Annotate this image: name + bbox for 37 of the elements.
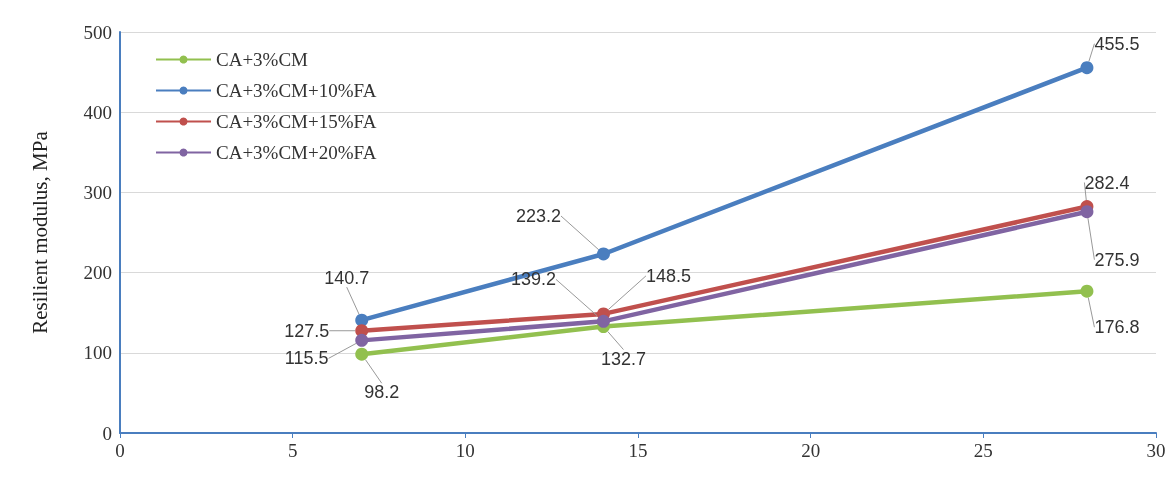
data-label: 176.8 <box>1094 317 1140 338</box>
x-tick-label: 20 <box>801 440 821 461</box>
point <box>1080 284 1094 298</box>
data-label: 139.2 <box>510 269 556 290</box>
y-tick-label: 300 <box>83 181 112 203</box>
data-label: 98.2 <box>364 382 400 403</box>
data-label: 140.7 <box>324 268 370 289</box>
data-label: 115.5 <box>284 348 329 369</box>
point <box>355 347 369 361</box>
x-tick-label: 10 <box>455 440 475 461</box>
legend-label: CA+3%CM+20%FA <box>216 142 377 163</box>
y-tick-label: 400 <box>83 101 112 123</box>
y-tick-label: 100 <box>83 342 112 364</box>
x-tick-label: 0 <box>115 440 125 461</box>
data-label: 275.9 <box>1094 249 1140 270</box>
data-label: 455.5 <box>1094 33 1140 54</box>
data-label: 148.5 <box>645 265 691 286</box>
data-label: 282.4 <box>1084 172 1130 193</box>
y-tick-label: 200 <box>83 262 112 284</box>
point <box>596 247 610 261</box>
y-tick-label: 500 <box>83 21 112 43</box>
y-tick-label: 0 <box>102 422 112 444</box>
x-tick-label: 5 <box>287 440 298 461</box>
legend-label: CA+3%CM+10%FA <box>216 80 377 101</box>
point <box>355 333 369 347</box>
x-tick-label: 30 <box>1146 440 1166 461</box>
point <box>596 314 610 328</box>
y-axis-title: Resilient modulus, MPa <box>27 130 52 334</box>
data-label: 132.7 <box>600 348 646 369</box>
x-tick-label: 25 <box>973 440 993 461</box>
data-label: 127.5 <box>284 320 330 341</box>
data-label: 223.2 <box>515 205 561 226</box>
point <box>1080 205 1094 219</box>
legend-label: CA+3%CM <box>216 49 309 70</box>
legend-label: CA+3%CM+15%FA <box>216 111 377 132</box>
x-tick-label: 15 <box>628 440 648 461</box>
point <box>1080 61 1094 75</box>
